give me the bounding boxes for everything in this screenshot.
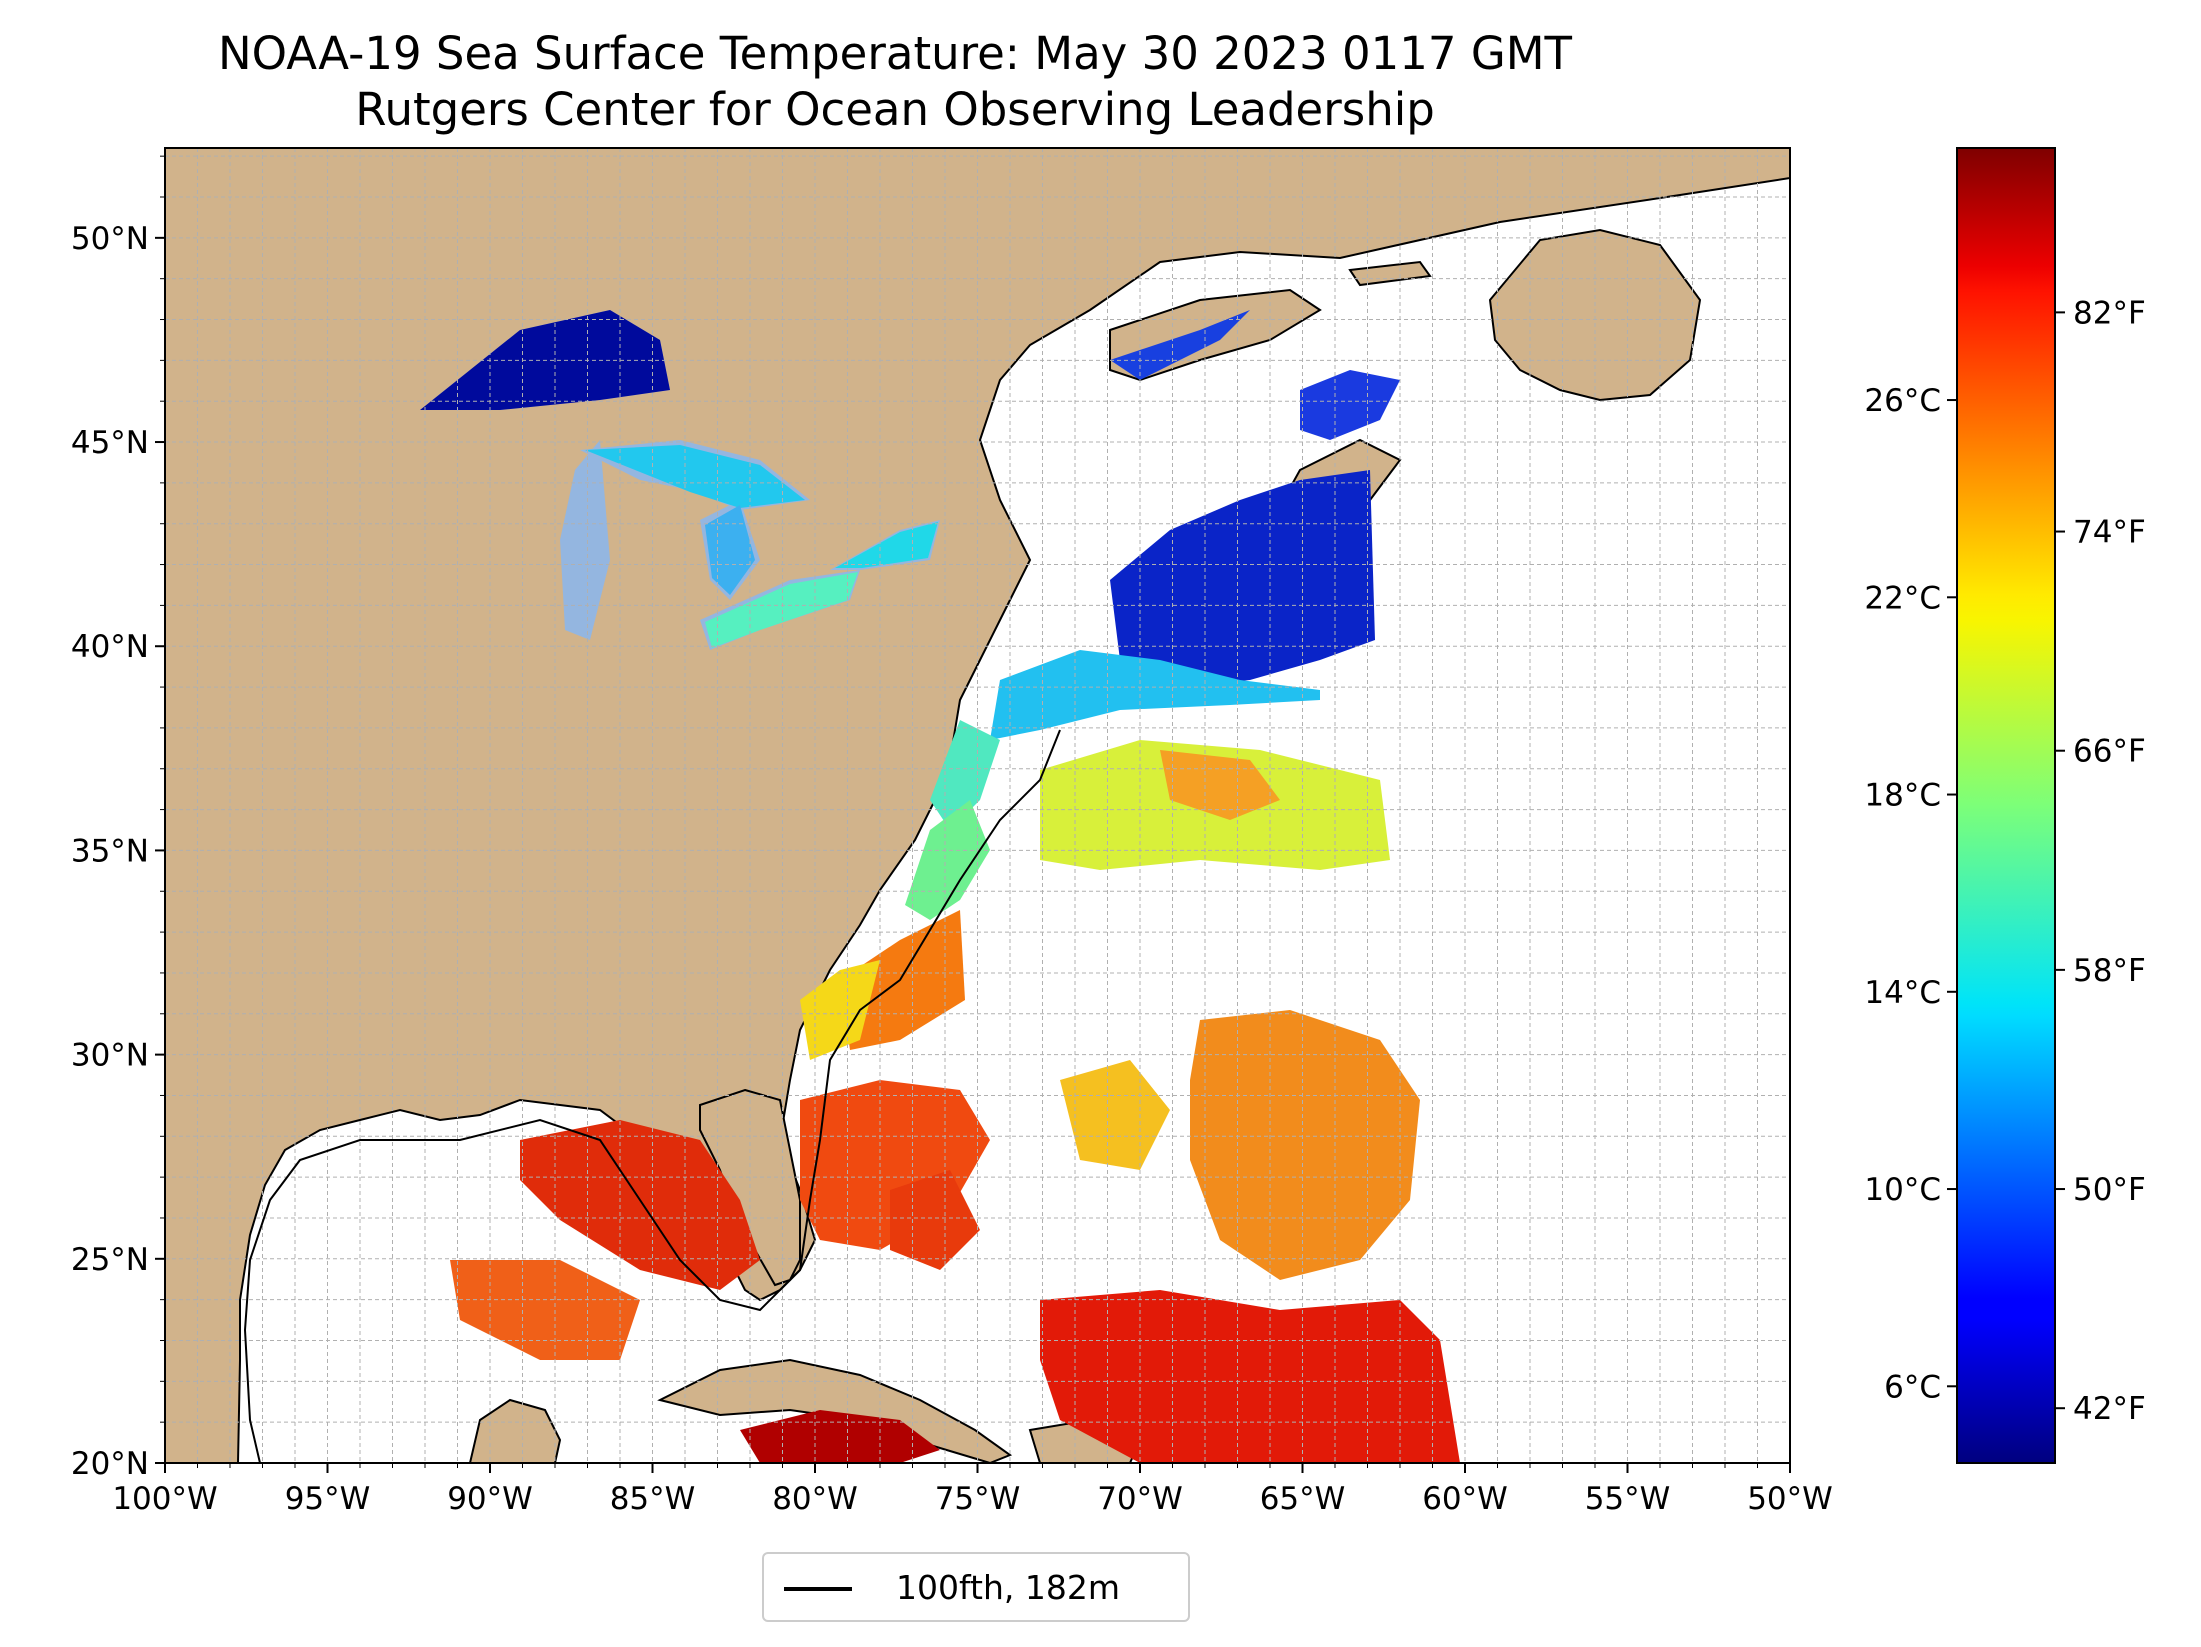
lon-tick-label: 75°W xyxy=(935,1481,1021,1517)
sst-mid-ocean-patch xyxy=(1160,750,1280,820)
colorbar-f-label: 74°F xyxy=(2073,515,2146,551)
sst-sargasso-patch xyxy=(1060,1060,1170,1170)
isobath-100fth xyxy=(243,729,1061,1463)
colorbar-celsius-axis: 6°C 10°C 14°C 18°C 22°C 26°C xyxy=(1864,383,1957,1405)
colorbar-f-label: 50°F xyxy=(2073,1172,2146,1208)
sst-gulf-stream xyxy=(840,910,965,1050)
sst-gulf-east xyxy=(520,1120,760,1290)
lat-tick-label: 35°N xyxy=(71,833,149,869)
colorbar-c-label: 10°C xyxy=(1864,1172,1941,1208)
sst-sargasso-south xyxy=(1040,1290,1460,1463)
lat-tick-label: 30°N xyxy=(71,1038,149,1074)
colorbar-fahrenheit-axis: 42°F 50°F 58°F 66°F 74°F 82°F xyxy=(2055,295,2146,1427)
map-subtitle: Rutgers Center for Ocean Observing Leade… xyxy=(355,83,1435,136)
lon-tick-label: 95°W xyxy=(285,1481,371,1517)
sst-georgia-coast xyxy=(800,960,880,1060)
lon-tick-label: 55°W xyxy=(1585,1481,1671,1517)
gridlines xyxy=(164,148,1791,1464)
colorbar-f-label: 82°F xyxy=(2073,295,2146,331)
colorbar-f-label: 42°F xyxy=(2073,1391,2146,1427)
sst-gulf-of-maine xyxy=(1110,470,1375,690)
legend-line-swatch xyxy=(784,1587,852,1591)
sst-gulf-st-lawrence xyxy=(1300,370,1400,440)
colorbar-c-label: 26°C xyxy=(1864,383,1941,419)
sst-chesapeake xyxy=(930,720,1000,830)
lon-tick-label: 85°W xyxy=(610,1481,696,1517)
sst-caribbean-north xyxy=(740,1410,940,1463)
lon-tick-label: 60°W xyxy=(1422,1481,1508,1517)
colorbar-f-label: 66°F xyxy=(2073,734,2146,770)
lat-tick-label: 25°N xyxy=(71,1242,149,1278)
sst-mid-atlantic xyxy=(990,650,1320,740)
lon-tick-label: 50°W xyxy=(1747,1481,1833,1517)
lon-tick-label: 65°W xyxy=(1260,1481,1346,1517)
colorbar-f-label: 58°F xyxy=(2073,953,2146,989)
map-legend: 100fth, 182m xyxy=(762,1552,1190,1622)
map-title: NOAA-19 Sea Surface Temperature: May 30 … xyxy=(217,27,1573,80)
colorbar-c-label: 6°C xyxy=(1884,1369,1941,1405)
lat-tick-label: 40°N xyxy=(71,629,149,665)
land-yucatan xyxy=(468,1398,562,1463)
colorbar-c-label: 22°C xyxy=(1864,580,1941,616)
land-anticosti xyxy=(1348,260,1432,287)
lat-tick-label: 45°N xyxy=(71,425,149,461)
land-newfoundland xyxy=(1488,228,1702,402)
lon-axis: 100°W 95°W 90°W 85°W 80°W 75°W 70°W 65°W 60°W 55°… xyxy=(112,1463,1833,1517)
sst-carolina xyxy=(905,800,990,920)
lon-tick-label: 80°W xyxy=(772,1481,858,1517)
lon-tick-label: 70°W xyxy=(1097,1481,1183,1517)
lat-axis: 20°N 25°N 30°N 35°N 40°N 45°N 50°N xyxy=(71,155,165,1482)
sst-gulf-south xyxy=(450,1260,640,1360)
legend-label: 100fth, 182m xyxy=(896,1568,1120,1607)
colorbar-c-label: 14°C xyxy=(1864,975,1941,1011)
lat-tick-label: 20°N xyxy=(71,1446,149,1482)
lat-tick-label: 50°N xyxy=(71,221,149,257)
lon-tick-label: 100°W xyxy=(112,1481,217,1517)
colorbar-c-label: 18°C xyxy=(1864,778,1941,814)
lon-tick-label: 90°W xyxy=(447,1481,533,1517)
colorbar xyxy=(1956,147,2056,1464)
sst-sargasso-north xyxy=(1190,1010,1420,1280)
